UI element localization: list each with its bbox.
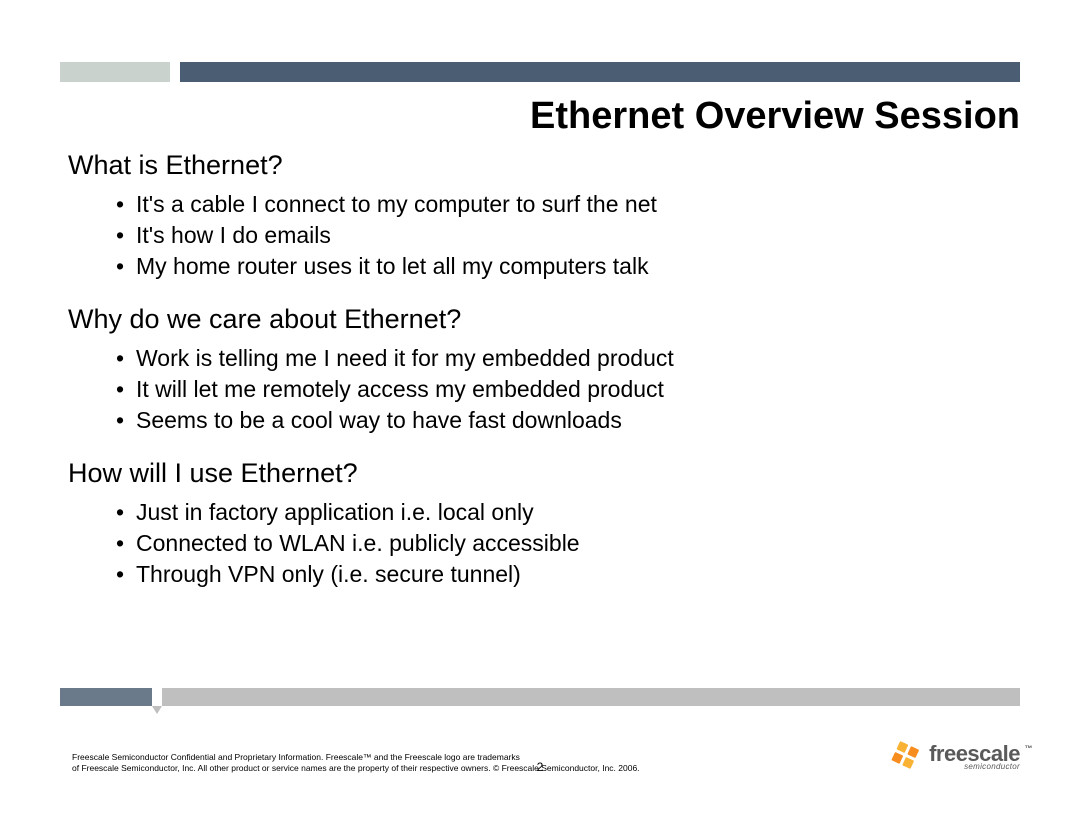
top-bar-segment-dark: [180, 62, 1020, 82]
freescale-logo-text: freescale ™: [929, 743, 1020, 765]
section-heading: How will I use Ethernet?: [68, 458, 1020, 489]
bullet-item: My home router uses it to let all my com…: [116, 251, 1020, 282]
page-number: 2: [537, 760, 544, 774]
logo-word: freescale: [929, 741, 1020, 766]
bullet-item: Just in factory application i.e. local o…: [116, 497, 1020, 528]
bullet-item: Connected to WLAN i.e. publicly accessib…: [116, 528, 1020, 559]
footer-line-2: of Freescale Semiconductor, Inc. All oth…: [72, 763, 640, 773]
freescale-logo: freescale ™ semiconductor: [889, 740, 1020, 774]
section-heading: Why do we care about Ethernet?: [68, 304, 1020, 335]
bottom-bar-gap: [152, 688, 162, 706]
content-area: What is Ethernet? It's a cable I connect…: [68, 150, 1020, 590]
bullet-item: Through VPN only (i.e. secure tunnel): [116, 559, 1020, 590]
freescale-logo-text-wrap: freescale ™ semiconductor: [929, 743, 1020, 771]
bottom-bar-segment-left: [60, 688, 152, 706]
bottom-bar-notch: [152, 706, 162, 714]
bullet-list: Work is telling me I need it for my embe…: [116, 343, 1020, 436]
bullet-item: Work is telling me I need it for my embe…: [116, 343, 1020, 374]
bullet-list: It's a cable I connect to my computer to…: [116, 189, 1020, 282]
bullet-list: Just in factory application i.e. local o…: [116, 497, 1020, 590]
bottom-bar: [60, 688, 1020, 706]
bullet-item: Seems to be a cool way to have fast down…: [116, 405, 1020, 436]
footer-legal: Freescale Semiconductor Confidential and…: [72, 752, 640, 773]
top-bar: [60, 62, 1020, 82]
bottom-bar-segment-right: [162, 688, 1020, 706]
freescale-logo-icon: [889, 740, 923, 774]
top-bar-gap: [170, 62, 180, 82]
section-heading: What is Ethernet?: [68, 150, 1020, 181]
logo-tm: ™: [1025, 745, 1033, 753]
slide-title: Ethernet Overview Session: [530, 95, 1020, 138]
bullet-item: It's a cable I connect to my computer to…: [116, 189, 1020, 220]
bullet-item: It's how I do emails: [116, 220, 1020, 251]
bullet-item: It will let me remotely access my embedd…: [116, 374, 1020, 405]
footer-line-1: Freescale Semiconductor Confidential and…: [72, 752, 520, 762]
top-bar-segment-light: [60, 62, 170, 82]
